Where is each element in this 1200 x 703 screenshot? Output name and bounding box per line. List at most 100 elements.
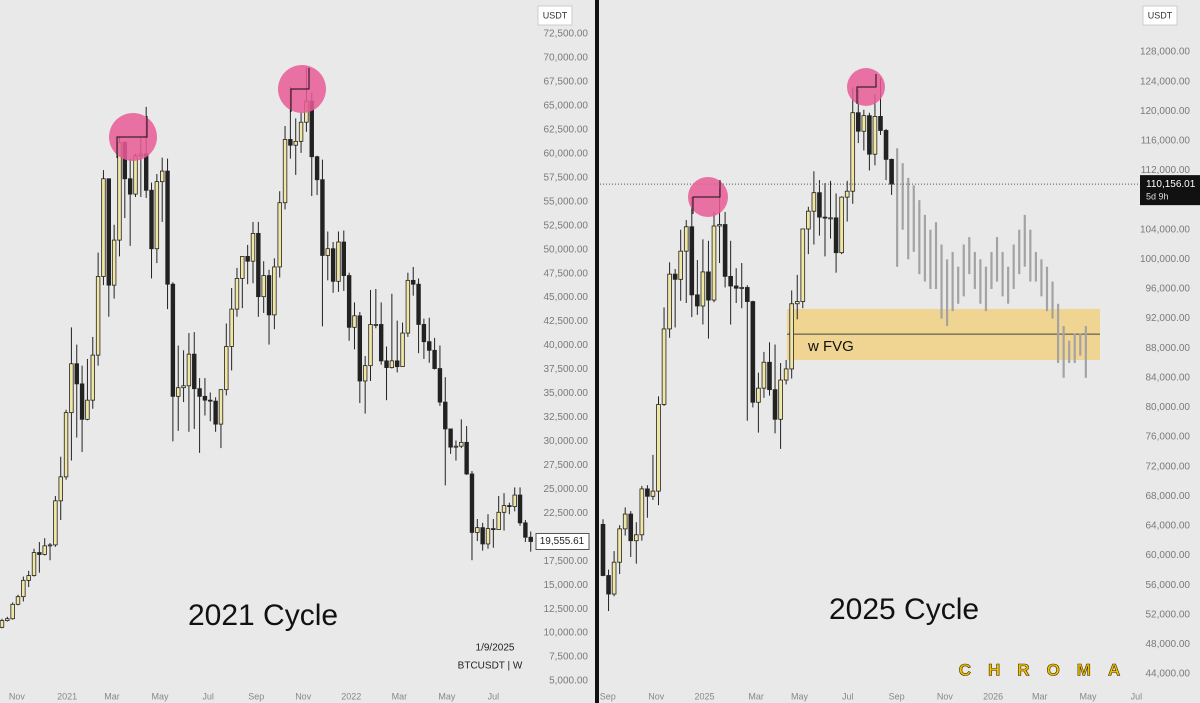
x-tick-label: 2021 bbox=[57, 691, 77, 701]
y-tick-label: 88,000.00 bbox=[1146, 343, 1191, 354]
candle-body bbox=[778, 379, 783, 420]
candle-body bbox=[883, 130, 889, 160]
candle-body bbox=[416, 283, 421, 325]
date-label: 1/9/2025 bbox=[476, 643, 515, 654]
y-tick-label: 116,000.00 bbox=[1141, 135, 1191, 146]
candle-body bbox=[176, 387, 181, 397]
candle-body bbox=[261, 275, 266, 298]
candle-body bbox=[772, 389, 778, 420]
candle-body bbox=[733, 285, 739, 289]
y-tick-label: 22,500.00 bbox=[544, 508, 589, 519]
y-tick-label: 84,000.00 bbox=[1146, 372, 1191, 383]
y-tick-label: 45,000.00 bbox=[544, 292, 589, 303]
candle-body bbox=[282, 139, 288, 204]
candle-body bbox=[298, 121, 304, 142]
candle-body bbox=[739, 287, 745, 289]
candle-body bbox=[405, 279, 411, 334]
y-tick-label: 60,000.00 bbox=[544, 148, 589, 159]
candle-body bbox=[700, 271, 706, 307]
candle-body bbox=[639, 488, 645, 536]
y-tick-label: 10,000.00 bbox=[544, 628, 589, 639]
y-tick-label: 35,000.00 bbox=[544, 388, 589, 399]
candle-body bbox=[256, 232, 261, 298]
y-tick-label: 30,000.00 bbox=[544, 436, 589, 447]
candle-body bbox=[656, 404, 661, 492]
candle-body bbox=[79, 383, 85, 420]
candle-body bbox=[783, 368, 789, 381]
candle-body bbox=[833, 217, 839, 254]
candle-body bbox=[368, 324, 373, 367]
candle-body bbox=[453, 445, 459, 448]
candle-body bbox=[325, 248, 330, 256]
candle-body bbox=[21, 579, 26, 598]
y-tick-label: 44,000.00 bbox=[1146, 669, 1191, 680]
candle-body bbox=[213, 400, 218, 425]
candle-body bbox=[528, 536, 533, 542]
y-tick-label: 52,500.00 bbox=[544, 220, 589, 231]
candle-body bbox=[806, 210, 811, 230]
candle-body bbox=[170, 283, 176, 397]
candle-body bbox=[469, 473, 475, 533]
candle-body bbox=[373, 324, 379, 326]
currency-label: USDT bbox=[1148, 10, 1173, 20]
candle-body bbox=[181, 385, 186, 389]
candle-body bbox=[811, 192, 817, 212]
candle-body bbox=[507, 505, 512, 508]
y-tick-label: 48,000.00 bbox=[1146, 639, 1191, 650]
y-tick-label: 40,000.00 bbox=[544, 340, 589, 351]
x-tick-label: May bbox=[152, 691, 170, 701]
candle-body bbox=[341, 241, 346, 276]
candle-body bbox=[611, 561, 617, 595]
watermark: CHROMA bbox=[959, 660, 1138, 679]
candle-body bbox=[314, 156, 320, 181]
x-tick-label: Jul bbox=[202, 691, 214, 701]
x-tick-label: 2026 bbox=[983, 691, 1003, 701]
candle-body bbox=[523, 522, 528, 538]
candle-body bbox=[202, 395, 208, 401]
y-tick-label: 120,000.00 bbox=[1140, 106, 1190, 117]
candle-body bbox=[165, 170, 170, 285]
candle-body bbox=[706, 271, 711, 301]
x-tick-label: Jul bbox=[1131, 691, 1143, 701]
x-tick-label: Sep bbox=[889, 691, 905, 701]
candle-body bbox=[722, 224, 728, 277]
y-tick-label: 64,000.00 bbox=[1146, 521, 1191, 532]
chart-title: 2025 Cycle bbox=[829, 593, 979, 626]
candle-body bbox=[491, 528, 496, 531]
x-tick-label: Nov bbox=[295, 691, 312, 701]
candle-body bbox=[650, 490, 656, 497]
candle-body bbox=[218, 389, 224, 425]
candle-body bbox=[208, 399, 213, 402]
bracket bbox=[290, 68, 310, 112]
y-tick-label: 50,000.00 bbox=[544, 244, 589, 255]
candle-body bbox=[85, 399, 90, 420]
candle-body bbox=[889, 158, 894, 185]
y-tick-label: 80,000.00 bbox=[1146, 402, 1191, 413]
x-tick-label: Mar bbox=[1032, 691, 1048, 701]
candle-body bbox=[867, 115, 872, 155]
candle-body bbox=[844, 190, 850, 198]
candle-body bbox=[606, 575, 611, 595]
candle-body bbox=[717, 224, 722, 227]
candle-body bbox=[395, 360, 400, 368]
x-tick-label: 2025 bbox=[695, 691, 715, 701]
candle-body bbox=[850, 112, 856, 192]
x-tick-label: May bbox=[438, 691, 456, 701]
candle-body bbox=[878, 116, 883, 131]
candle-body bbox=[822, 216, 828, 219]
candle-body bbox=[683, 226, 689, 252]
candle-body bbox=[192, 353, 197, 390]
bracket bbox=[692, 180, 721, 214]
candle-body bbox=[90, 354, 95, 401]
last-price-label: 110,156.01 bbox=[1146, 179, 1196, 190]
candle-body bbox=[761, 361, 767, 389]
candle-body bbox=[384, 360, 389, 368]
candle-body bbox=[47, 544, 53, 547]
candle-body bbox=[628, 513, 634, 542]
candle-body bbox=[689, 226, 695, 296]
candle-body bbox=[750, 301, 756, 403]
y-tick-label: 5,000.00 bbox=[549, 676, 588, 687]
candle-body bbox=[633, 534, 639, 542]
x-tick-label: Jul bbox=[488, 691, 500, 701]
